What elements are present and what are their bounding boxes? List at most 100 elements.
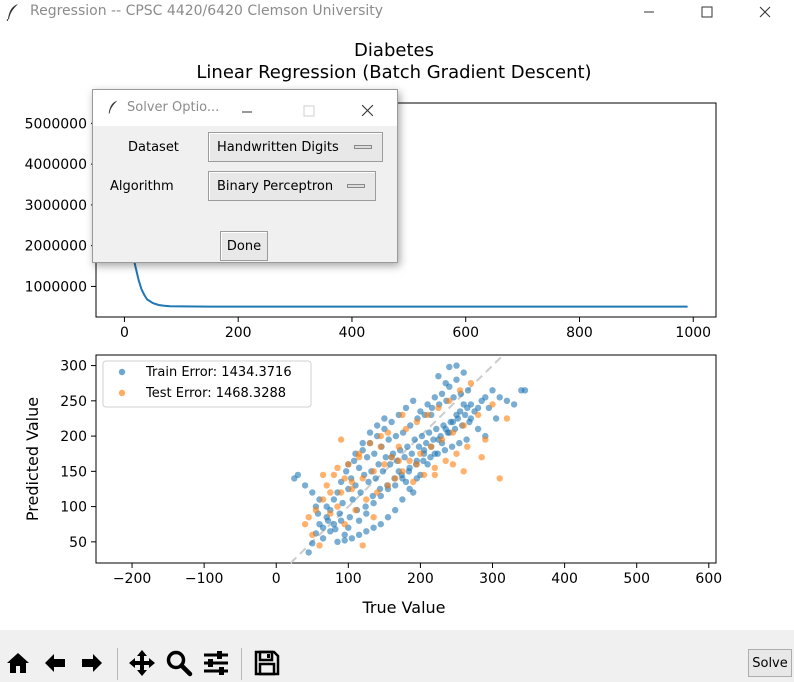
y-tick-label: 50 — [69, 535, 87, 551]
zoom-button[interactable] — [164, 648, 194, 678]
train-point — [392, 432, 400, 440]
test-point — [460, 422, 467, 429]
test-point — [330, 471, 338, 479]
train-point — [392, 506, 399, 514]
save-icon — [254, 650, 280, 676]
scatter-plot: −200 −100 0 100 200 300 400 500 600 50 100 150 200 25… — [23, 354, 722, 617]
test-points — [301, 380, 511, 549]
train-point — [404, 443, 411, 450]
dialog-title: Solver Optio... — [127, 100, 220, 115]
x-tick-label: 400 — [339, 325, 366, 341]
train-point — [423, 439, 430, 447]
train-point — [433, 425, 440, 433]
zoom-icon — [166, 650, 193, 677]
done-button[interactable]: Done — [220, 231, 268, 261]
train-point — [381, 415, 388, 422]
train-point — [489, 387, 496, 394]
train-point — [450, 394, 457, 401]
test-point — [478, 454, 485, 461]
train-point — [388, 418, 395, 426]
test-point — [417, 450, 424, 457]
test-point — [305, 514, 312, 521]
dialog-minimize-button[interactable] — [241, 102, 253, 121]
forward-button[interactable] — [77, 648, 107, 678]
test-point — [348, 485, 356, 493]
x-tick-label: 0 — [272, 571, 281, 587]
maximize-icon — [303, 105, 315, 117]
figure-title-line1: Diabetes — [354, 40, 434, 61]
train-point — [346, 514, 353, 521]
home-button[interactable] — [3, 648, 33, 678]
train-point — [363, 510, 370, 517]
train-point — [448, 443, 456, 450]
configure-subplots-icon — [204, 651, 228, 675]
test-point — [359, 542, 366, 549]
train-point — [377, 521, 384, 528]
close-window-button[interactable] — [742, 0, 788, 24]
test-point — [381, 461, 388, 468]
y-tick-label: 200 — [60, 429, 87, 445]
train-point — [431, 450, 438, 457]
pan-button[interactable] — [127, 648, 157, 678]
x-tick-label: 500 — [623, 571, 650, 587]
x-tick-label: 0 — [120, 325, 129, 341]
train-point — [442, 425, 449, 433]
train-point — [503, 397, 511, 404]
train-point — [305, 549, 312, 556]
test-point — [435, 404, 442, 412]
back-button[interactable] — [40, 648, 70, 678]
train-point — [463, 436, 470, 443]
train-point — [496, 394, 503, 401]
train-point — [399, 475, 406, 482]
legend: Train Error: 1434.3716 Test Error: 1468.… — [102, 360, 312, 408]
test-point — [402, 425, 410, 433]
train-point — [385, 436, 392, 443]
train-point — [410, 397, 417, 404]
train-point — [441, 447, 449, 454]
menu-indicator-icon — [347, 184, 365, 188]
test-point — [355, 454, 363, 461]
test-point — [489, 401, 496, 408]
dialog-maximize-button[interactable] — [303, 102, 315, 121]
train-point — [370, 499, 377, 507]
test-point — [323, 482, 330, 489]
test-point — [370, 514, 377, 521]
train-point — [363, 528, 370, 535]
train-point — [309, 489, 316, 496]
train-point — [330, 521, 338, 528]
dataset-option-menu[interactable]: Handwritten Digits — [208, 132, 383, 162]
test-point — [428, 443, 435, 450]
train-point — [460, 369, 467, 376]
algorithm-option-menu[interactable]: Binary Perceptron — [208, 171, 376, 201]
train-point — [341, 531, 348, 538]
test-point — [312, 506, 320, 514]
train-point — [431, 394, 438, 401]
train-point — [370, 524, 377, 531]
y-tick-label: 250 — [60, 394, 87, 410]
test-point — [319, 496, 327, 503]
test-point — [482, 436, 489, 443]
train-point — [341, 537, 348, 544]
train-point — [464, 387, 472, 394]
dialog-close-button[interactable] — [361, 102, 374, 121]
legend-test-label: Test Error: 1468.3288 — [145, 386, 286, 401]
test-point — [464, 443, 471, 450]
window-title: Regression -- CPSC 4420/6420 Clemson Uni… — [30, 3, 384, 19]
train-point — [415, 443, 423, 450]
train-point — [521, 387, 529, 394]
maximize-button[interactable] — [684, 0, 730, 24]
test-point — [341, 475, 348, 482]
train-point — [402, 404, 410, 412]
test-point — [413, 418, 420, 426]
feather-icon — [6, 4, 18, 21]
minimize-button[interactable] — [626, 0, 672, 24]
solve-button[interactable]: Solve — [748, 649, 792, 677]
save-button[interactable] — [252, 648, 282, 678]
configure-subplots-button[interactable] — [201, 648, 231, 678]
y-tick-label: 3000000 — [25, 198, 87, 214]
test-point — [395, 457, 402, 464]
test-point — [327, 510, 334, 517]
train-point — [349, 496, 356, 503]
train-point — [418, 432, 426, 440]
x-axis-label: True Value — [361, 598, 445, 617]
